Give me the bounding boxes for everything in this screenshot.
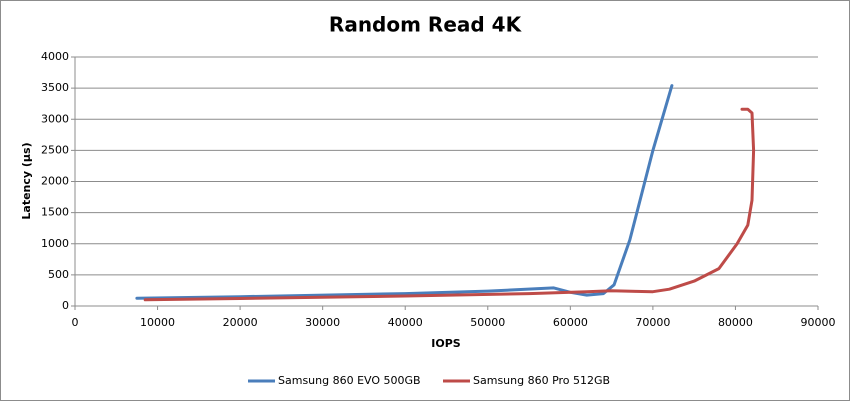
y-tick-label: 3000 xyxy=(41,112,69,125)
x-tick-label: 60000 xyxy=(553,316,588,329)
x-tick-label: 90000 xyxy=(801,316,836,329)
x-tick-label: 70000 xyxy=(635,316,670,329)
legend-label: Samsung 860 EVO 500GB xyxy=(278,374,421,387)
y-axis-title: Latency (µs) xyxy=(20,142,33,219)
series-line xyxy=(135,84,674,300)
y-tick-label: 2000 xyxy=(41,175,69,188)
y-tick-label: 1500 xyxy=(41,206,69,219)
x-tick-label: 10000 xyxy=(140,316,175,329)
y-tick-label: 1000 xyxy=(41,237,69,250)
x-tick-label: 30000 xyxy=(305,316,340,329)
y-tick-label: 3500 xyxy=(41,81,69,94)
y-tick-label: 500 xyxy=(48,268,69,281)
x-tick-label: 20000 xyxy=(223,316,258,329)
series-line xyxy=(143,107,756,302)
x-tick-label: 80000 xyxy=(718,316,753,329)
x-tick-label: 50000 xyxy=(470,316,505,329)
y-tick-label: 2500 xyxy=(41,143,69,156)
chart-title: Random Read 4K xyxy=(329,13,523,37)
y-tick-label: 4000 xyxy=(41,50,69,63)
legend-label: Samsung 860 Pro 512GB xyxy=(473,374,610,387)
x-tick-label: 0 xyxy=(72,316,79,329)
y-tick-label: 0 xyxy=(62,299,69,312)
x-tick-label: 40000 xyxy=(388,316,423,329)
x-axis-title: IOPS xyxy=(431,337,461,350)
